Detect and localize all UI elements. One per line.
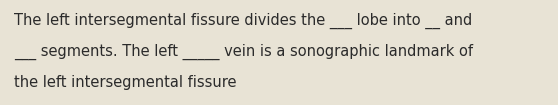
Text: ___ segments. The left _____ vein is a sonographic landmark of: ___ segments. The left _____ vein is a s… [14,44,473,60]
Text: The left intersegmental fissure divides the ___ lobe into __ and: The left intersegmental fissure divides … [14,13,472,29]
Text: the left intersegmental fissure: the left intersegmental fissure [14,75,237,90]
